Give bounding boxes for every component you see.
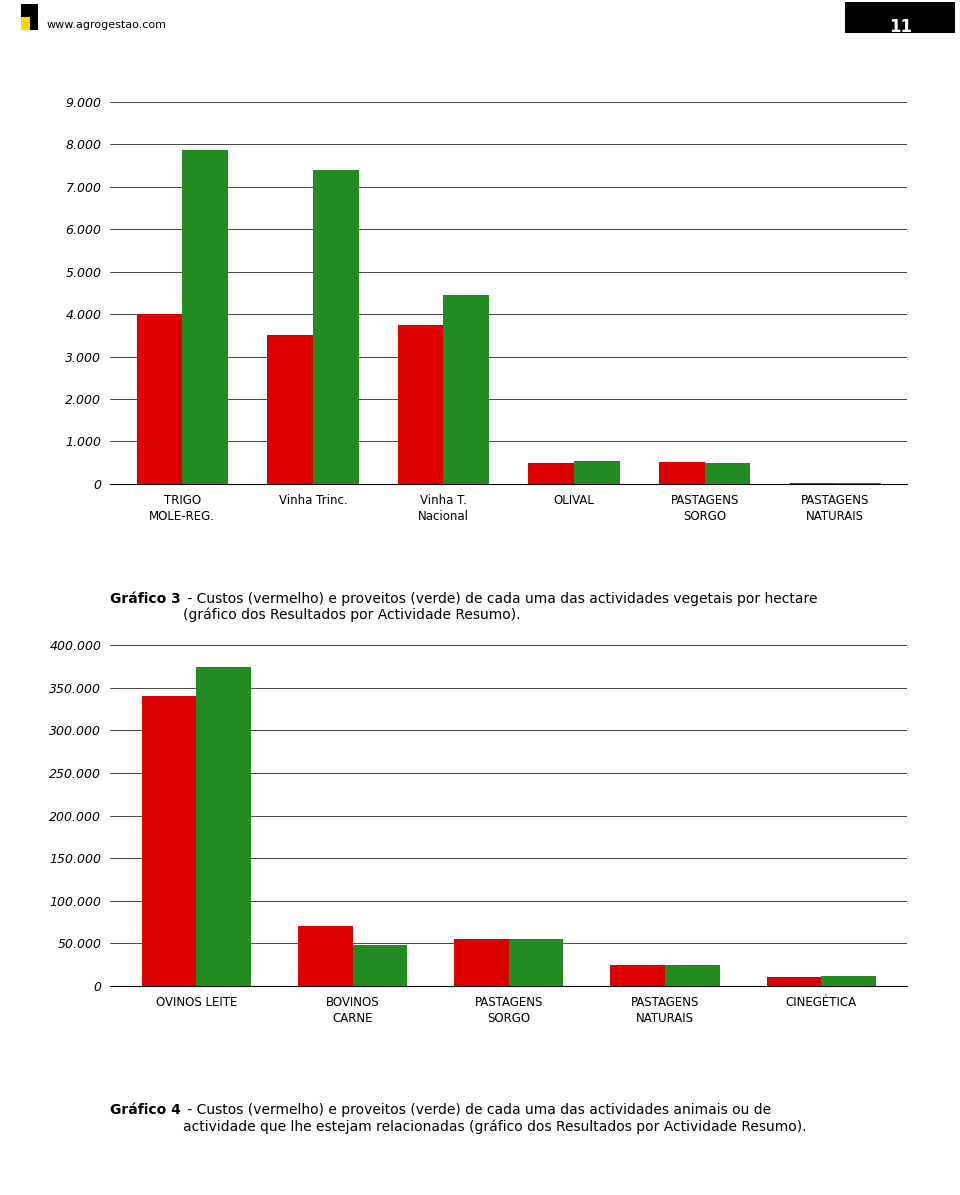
Bar	[509, 939, 564, 986]
Text: - Custos (vermelho) e proveitos (verde) de cada uma das actividades animais ou d: - Custos (vermelho) e proveitos (verde) …	[183, 1103, 806, 1134]
Bar	[142, 697, 197, 986]
Bar	[574, 461, 620, 484]
Bar	[197, 667, 251, 986]
Text: Gráfico 4: Gráfico 4	[110, 1103, 181, 1117]
Bar	[705, 462, 751, 484]
Bar	[298, 926, 352, 986]
Bar	[611, 964, 665, 986]
Bar	[352, 945, 407, 986]
Bar	[397, 325, 444, 484]
Text: 11: 11	[889, 18, 912, 36]
Text: www.agrogestao.com: www.agrogestao.com	[46, 20, 166, 30]
Bar	[313, 170, 359, 484]
Text: Gráfico 3: Gráfico 3	[110, 592, 181, 606]
Bar	[659, 462, 705, 484]
Bar	[665, 964, 720, 986]
Bar	[454, 939, 509, 986]
Bar	[182, 151, 228, 484]
Bar	[267, 336, 313, 484]
Bar	[835, 483, 881, 484]
Text: - Custos (vermelho) e proveitos (verde) de cada uma das actividades vegetais por: - Custos (vermelho) e proveitos (verde) …	[183, 592, 818, 623]
Bar	[528, 462, 574, 484]
Bar	[136, 314, 182, 484]
Bar	[790, 483, 835, 484]
Bar	[821, 975, 876, 986]
Bar	[444, 295, 490, 484]
Bar	[767, 978, 821, 986]
